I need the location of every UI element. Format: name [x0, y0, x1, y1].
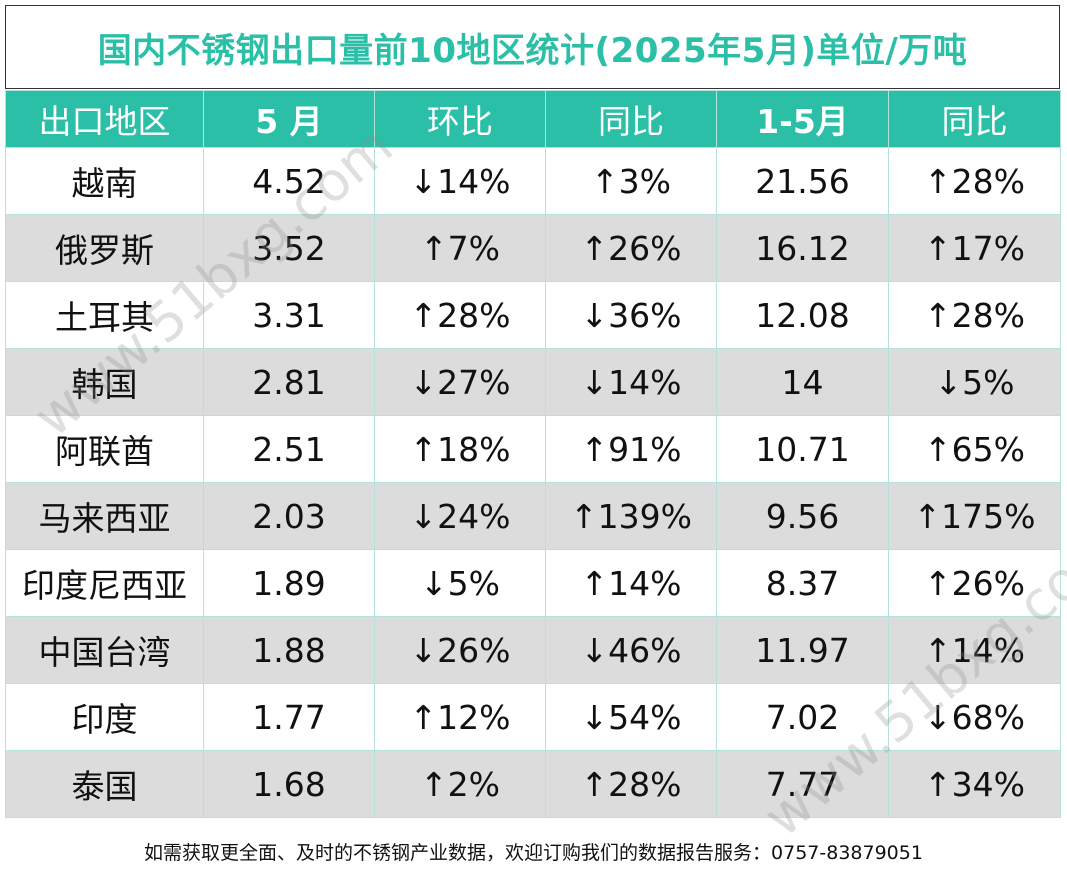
cell-mom: ↑18% — [374, 415, 546, 483]
cell-ytd-yoy: ↑34% — [888, 750, 1061, 818]
title-bar: 国内不锈钢出口量前10地区统计(2025年5月)单位/万吨 — [5, 5, 1060, 89]
table-row: 中国台湾 1.88 ↓26% ↓46% 11.97 ↑14% — [5, 616, 1061, 684]
cell-mom: ↓24% — [374, 482, 546, 550]
cell-ytd-yoy: ↑28% — [888, 281, 1061, 349]
cell-yoy: ↓54% — [545, 683, 717, 751]
cell-yoy: ↑91% — [545, 415, 717, 483]
table-row: 马来西亚 2.03 ↓24% ↑139% 9.56 ↑175% — [5, 482, 1061, 550]
cell-ytd: 11.97 — [716, 616, 889, 684]
table-row: 土耳其 3.31 ↑28% ↓36% 12.08 ↑28% — [5, 281, 1061, 349]
cell-yoy: ↑28% — [545, 750, 717, 818]
cell-region: 韩国 — [5, 348, 204, 416]
header-may: 5 月 — [203, 90, 375, 148]
header-ytd-yoy: 同比 — [888, 90, 1061, 148]
cell-mom: ↓14% — [374, 147, 546, 215]
header-mom: 环比 — [374, 90, 546, 148]
table-row: 印度尼西亚 1.89 ↓5% ↑14% 8.37 ↑26% — [5, 549, 1061, 617]
cell-may: 4.52 — [203, 147, 375, 215]
cell-ytd: 12.08 — [716, 281, 889, 349]
cell-region: 中国台湾 — [5, 616, 204, 684]
cell-region: 阿联酋 — [5, 415, 204, 483]
cell-ytd: 10.71 — [716, 415, 889, 483]
cell-may: 3.52 — [203, 214, 375, 282]
cell-ytd-yoy: ↑28% — [888, 147, 1061, 215]
footer-note: 如需获取更全面、及时的不锈钢产业数据，欢迎订购我们的数据报告服务：0757-83… — [144, 842, 923, 864]
cell-region: 印度尼西亚 — [5, 549, 204, 617]
cell-yoy: ↓14% — [545, 348, 717, 416]
cell-ytd-yoy: ↑175% — [888, 482, 1061, 550]
cell-ytd: 9.56 — [716, 482, 889, 550]
cell-yoy: ↓46% — [545, 616, 717, 684]
table-row: 韩国 2.81 ↓27% ↓14% 14 ↓5% — [5, 348, 1061, 416]
cell-region: 泰国 — [5, 750, 204, 818]
cell-may: 2.03 — [203, 482, 375, 550]
cell-ytd: 14 — [716, 348, 889, 416]
cell-may: 2.51 — [203, 415, 375, 483]
page-title: 国内不锈钢出口量前10地区统计(2025年5月)单位/万吨 — [97, 30, 968, 71]
table-body: 越南 4.52 ↓14% ↑3% 21.56 ↑28% 俄罗斯 3.52 ↑7% ↑26% 16.1… — [5, 147, 1061, 818]
cell-region: 马来西亚 — [5, 482, 204, 550]
cell-yoy: ↑139% — [545, 482, 717, 550]
table-row: 俄罗斯 3.52 ↑7% ↑26% 16.12 ↑17% — [5, 214, 1061, 282]
cell-may: 1.89 — [203, 549, 375, 617]
cell-ytd-yoy: ↑14% — [888, 616, 1061, 684]
cell-ytd: 21.56 — [716, 147, 889, 215]
cell-may: 1.77 — [203, 683, 375, 751]
cell-yoy: ↑26% — [545, 214, 717, 282]
cell-may: 3.31 — [203, 281, 375, 349]
cell-region: 俄罗斯 — [5, 214, 204, 282]
table-row: 印度 1.77 ↑12% ↓54% 7.02 ↓68% — [5, 683, 1061, 751]
cell-ytd-yoy: ↑65% — [888, 415, 1061, 483]
cell-ytd: 8.37 — [716, 549, 889, 617]
header-ytd: 1-5月 — [716, 90, 889, 148]
cell-ytd-yoy: ↓5% — [888, 348, 1061, 416]
cell-yoy: ↑14% — [545, 549, 717, 617]
cell-mom: ↑7% — [374, 214, 546, 282]
cell-ytd-yoy: ↑17% — [888, 214, 1061, 282]
cell-mom: ↓26% — [374, 616, 546, 684]
cell-region: 越南 — [5, 147, 204, 215]
header-row: 出口地区 5 月 环比 同比 1-5月 同比 — [5, 90, 1061, 148]
cell-ytd-yoy: ↓68% — [888, 683, 1061, 751]
table-row: 泰国 1.68 ↑2% ↑28% 7.77 ↑34% — [5, 750, 1061, 818]
cell-mom: ↑12% — [374, 683, 546, 751]
header-region: 出口地区 — [5, 90, 204, 148]
cell-may: 1.88 — [203, 616, 375, 684]
cell-ytd: 7.02 — [716, 683, 889, 751]
cell-ytd: 16.12 — [716, 214, 889, 282]
cell-mom: ↓27% — [374, 348, 546, 416]
cell-yoy: ↓36% — [545, 281, 717, 349]
cell-may: 2.81 — [203, 348, 375, 416]
cell-may: 1.68 — [203, 750, 375, 818]
cell-region: 印度 — [5, 683, 204, 751]
table-frame: 国内不锈钢出口量前10地区统计(2025年5月)单位/万吨 出口地区 5 月 环… — [5, 5, 1061, 818]
cell-yoy: ↑3% — [545, 147, 717, 215]
table-row: 阿联酋 2.51 ↑18% ↑91% 10.71 ↑65% — [5, 415, 1061, 483]
export-table: 出口地区 5 月 环比 同比 1-5月 同比 越南 4.52 ↓14% ↑3% 21.5… — [5, 90, 1061, 818]
header-yoy: 同比 — [545, 90, 717, 148]
cell-region: 土耳其 — [5, 281, 204, 349]
cell-mom: ↑28% — [374, 281, 546, 349]
cell-mom: ↓5% — [374, 549, 546, 617]
cell-ytd-yoy: ↑26% — [888, 549, 1061, 617]
table-row: 越南 4.52 ↓14% ↑3% 21.56 ↑28% — [5, 147, 1061, 215]
cell-ytd: 7.77 — [716, 750, 889, 818]
cell-mom: ↑2% — [374, 750, 546, 818]
